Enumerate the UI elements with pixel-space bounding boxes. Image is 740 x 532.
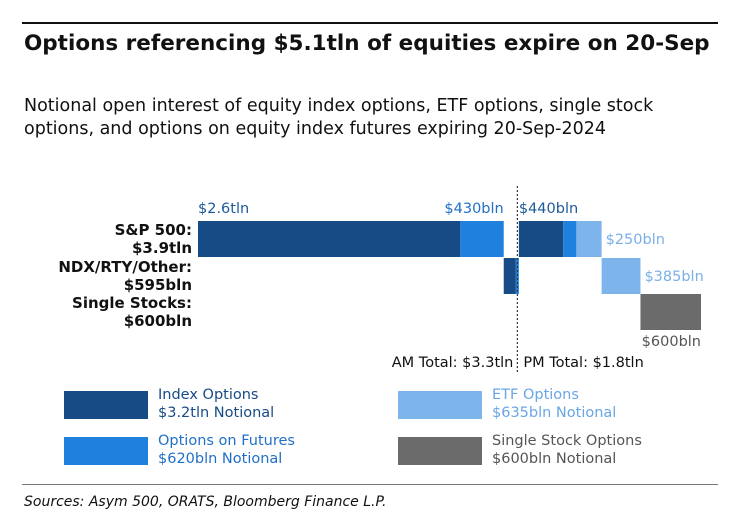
legend-notional: $600bln Notional — [492, 451, 617, 467]
legend-swatch-index-options — [64, 391, 148, 419]
legend-text-options-on-futures: Options on Futures $620bln Notional — [158, 432, 295, 468]
chart-subtitle: Notional open interest of equity index o… — [24, 96, 654, 139]
legend-text-etf-options: ETF Options $635bln Notional — [492, 386, 616, 422]
legend-label: Index Options — [158, 387, 259, 403]
legend-item-etf-options: ETF Options $635bln Notional — [398, 386, 616, 422]
data-label: $600bln — [642, 334, 701, 350]
legend-item-single-stock-options: Single Stock Options $600bln Notional — [398, 432, 642, 468]
legend-label: ETF Options — [492, 387, 579, 403]
source-note: Sources: Asym 500, ORATS, Bloomberg Fina… — [24, 494, 387, 510]
row-value-label: $595bln — [124, 276, 192, 294]
legend-item-options-on-futures: Options on Futures $620bln Notional — [64, 432, 295, 468]
row-value-label: $600bln — [124, 312, 192, 330]
row-label: Single Stocks: — [72, 294, 192, 312]
data-label: $385bln — [644, 269, 703, 285]
chart-title: Options referencing $5.1tln of equities … — [24, 31, 710, 56]
legend-text-single-stock-options: Single Stock Options $600bln Notional — [492, 432, 642, 468]
bottom-rule — [22, 484, 718, 485]
row-label: S&P 500: — [115, 221, 192, 239]
legend-notional: $635bln Notional — [492, 405, 617, 421]
bar-segment — [601, 258, 641, 294]
bar-segment — [576, 221, 602, 257]
am-total-label: AM Total: $3.3tln — [392, 355, 514, 371]
bar-segment — [460, 221, 504, 257]
expiry-bar-chart: S&P 500:$3.9tlnNDX/RTY/Other:$595blnSing… — [58, 186, 704, 372]
legend-label: Single Stock Options — [492, 433, 642, 449]
legend-swatch-etf-options — [398, 391, 482, 419]
data-label: $430bln — [444, 201, 503, 217]
legend-swatch-options-on-futures — [64, 437, 148, 465]
data-label: $440bln — [519, 201, 578, 217]
legend-swatch-single-stock-options — [398, 437, 482, 465]
row-label: NDX/RTY/Other: — [58, 258, 192, 276]
bar-segment — [640, 294, 701, 330]
bar-segment — [563, 221, 577, 257]
pm-total-label: PM Total: $1.8tln — [523, 355, 643, 371]
legend-label: Options on Futures — [158, 433, 295, 449]
data-label: $2.6tln — [198, 201, 249, 217]
row-value-label: $3.9tln — [132, 239, 192, 257]
bar-segment — [518, 221, 564, 257]
legend-item-index-options: Index Options $3.2tln Notional — [64, 386, 274, 422]
bar-segment — [198, 221, 461, 257]
legend-text-index-options: Index Options $3.2tln Notional — [158, 386, 274, 422]
legend-notional: $3.2tln Notional — [158, 405, 275, 421]
top-rule — [22, 22, 718, 24]
bar-segment — [503, 258, 516, 294]
legend-notional: $620bln Notional — [158, 451, 283, 467]
data-label: $250bln — [606, 232, 665, 248]
